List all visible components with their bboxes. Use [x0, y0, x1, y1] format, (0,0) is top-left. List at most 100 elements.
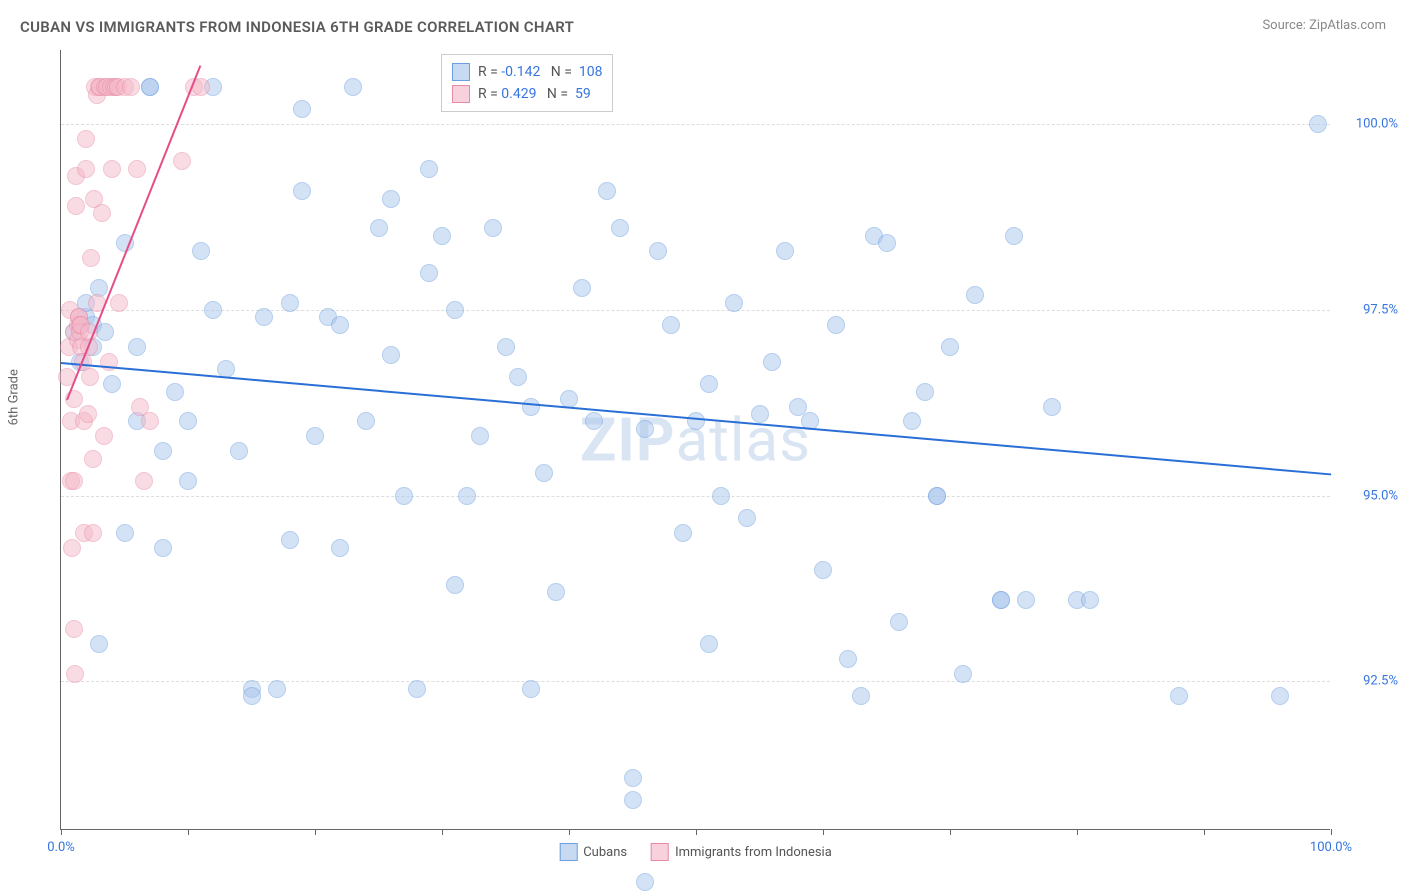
scatter-point — [1271, 687, 1289, 705]
scatter-point — [116, 524, 134, 542]
grid-line — [61, 496, 1330, 497]
grid-line — [61, 310, 1330, 311]
scatter-point — [852, 687, 870, 705]
scatter-point — [173, 152, 191, 170]
scatter-point — [458, 487, 476, 505]
scatter-point — [585, 412, 603, 430]
scatter-point — [395, 487, 413, 505]
scatter-point — [179, 472, 197, 490]
scatter-point — [700, 635, 718, 653]
legend-item-indonesia: Immigrants from Indonesia — [651, 843, 832, 861]
y-tick-label: 100.0% — [1356, 117, 1398, 132]
scatter-point — [95, 427, 113, 445]
scatter-point — [77, 160, 95, 178]
y-tick-label: 92.5% — [1363, 674, 1398, 689]
x-tick — [569, 829, 570, 835]
scatter-point — [67, 197, 85, 215]
stats-legend: R = -0.142 N = 108R = 0.429 N = 59 — [441, 54, 613, 112]
stats-legend-row: R = 0.429 N = 59 — [452, 83, 602, 105]
scatter-point — [522, 398, 540, 416]
legend-item-cubans: Cubans — [559, 843, 627, 861]
x-tick — [950, 829, 951, 835]
scatter-point — [484, 219, 502, 237]
scatter-point — [738, 509, 756, 527]
x-tick — [1331, 829, 1332, 835]
x-tick — [442, 829, 443, 835]
scatter-point — [65, 620, 83, 638]
source-name[interactable]: ZipAtlas.com — [1309, 18, 1386, 33]
scatter-point — [122, 78, 140, 96]
source-attribution: Source: ZipAtlas.com — [1262, 18, 1386, 33]
scatter-point — [598, 182, 616, 200]
scatter-point — [751, 405, 769, 423]
scatter-point — [1043, 398, 1061, 416]
scatter-point — [154, 539, 172, 557]
x-tick — [61, 829, 62, 835]
scatter-point — [433, 227, 451, 245]
scatter-point — [243, 687, 261, 705]
x-tick — [188, 829, 189, 835]
scatter-point — [331, 316, 349, 334]
scatter-point — [63, 539, 81, 557]
scatter-point — [420, 160, 438, 178]
scatter-point — [763, 353, 781, 371]
scatter-point — [954, 665, 972, 683]
scatter-point — [84, 524, 102, 542]
scatter-point — [471, 427, 489, 445]
scatter-point — [230, 442, 248, 460]
scatter-point — [636, 873, 654, 891]
scatter-point — [128, 160, 146, 178]
scatter-point — [687, 412, 705, 430]
scatter-point — [662, 316, 680, 334]
scatter-point — [547, 583, 565, 601]
scatter-point — [700, 375, 718, 393]
scatter-point — [293, 100, 311, 118]
scatter-point — [90, 635, 108, 653]
chart-title: CUBAN VS IMMIGRANTS FROM INDONESIA 6TH G… — [20, 18, 574, 36]
scatter-point — [1081, 591, 1099, 609]
y-tick-label: 97.5% — [1363, 303, 1398, 318]
scatter-point — [141, 412, 159, 430]
x-tick — [1204, 829, 1205, 835]
scatter-point — [1005, 227, 1023, 245]
scatter-point — [96, 323, 114, 341]
scatter-point — [1017, 591, 1035, 609]
scatter-point — [103, 375, 121, 393]
scatter-point — [370, 219, 388, 237]
stats-legend-row: R = -0.142 N = 108 — [452, 61, 602, 83]
scatter-point — [93, 204, 111, 222]
scatter-point — [281, 531, 299, 549]
scatter-point — [839, 650, 857, 668]
scatter-point — [268, 680, 286, 698]
y-axis-label: 6th Grade — [7, 369, 22, 425]
scatter-point — [103, 160, 121, 178]
scatter-point — [573, 279, 591, 297]
scatter-point — [204, 301, 222, 319]
x-tick — [1077, 829, 1078, 835]
scatter-point — [281, 294, 299, 312]
scatter-point — [128, 338, 146, 356]
x-tick — [823, 829, 824, 835]
scatter-point — [446, 301, 464, 319]
scatter-point — [110, 294, 128, 312]
chart-container: CUBAN VS IMMIGRANTS FROM INDONESIA 6TH G… — [0, 0, 1406, 892]
scatter-point — [82, 249, 100, 267]
scatter-point — [776, 242, 794, 260]
scatter-point — [81, 368, 99, 386]
scatter-point — [79, 405, 97, 423]
x-tick-label: 0.0% — [47, 840, 75, 855]
x-tick — [696, 829, 697, 835]
scatter-point — [878, 234, 896, 252]
plot-area: ZIPatlas Cubans Immigrants from Indonesi… — [60, 50, 1330, 830]
scatter-point — [966, 286, 984, 304]
scatter-point — [66, 665, 84, 683]
scatter-point — [306, 427, 324, 445]
scatter-point — [166, 383, 184, 401]
scatter-point — [649, 242, 667, 260]
scatter-point — [357, 412, 375, 430]
scatter-point — [179, 412, 197, 430]
scatter-point — [522, 680, 540, 698]
bottom-legend: Cubans Immigrants from Indonesia — [559, 843, 832, 861]
scatter-point — [192, 242, 210, 260]
scatter-point — [135, 472, 153, 490]
